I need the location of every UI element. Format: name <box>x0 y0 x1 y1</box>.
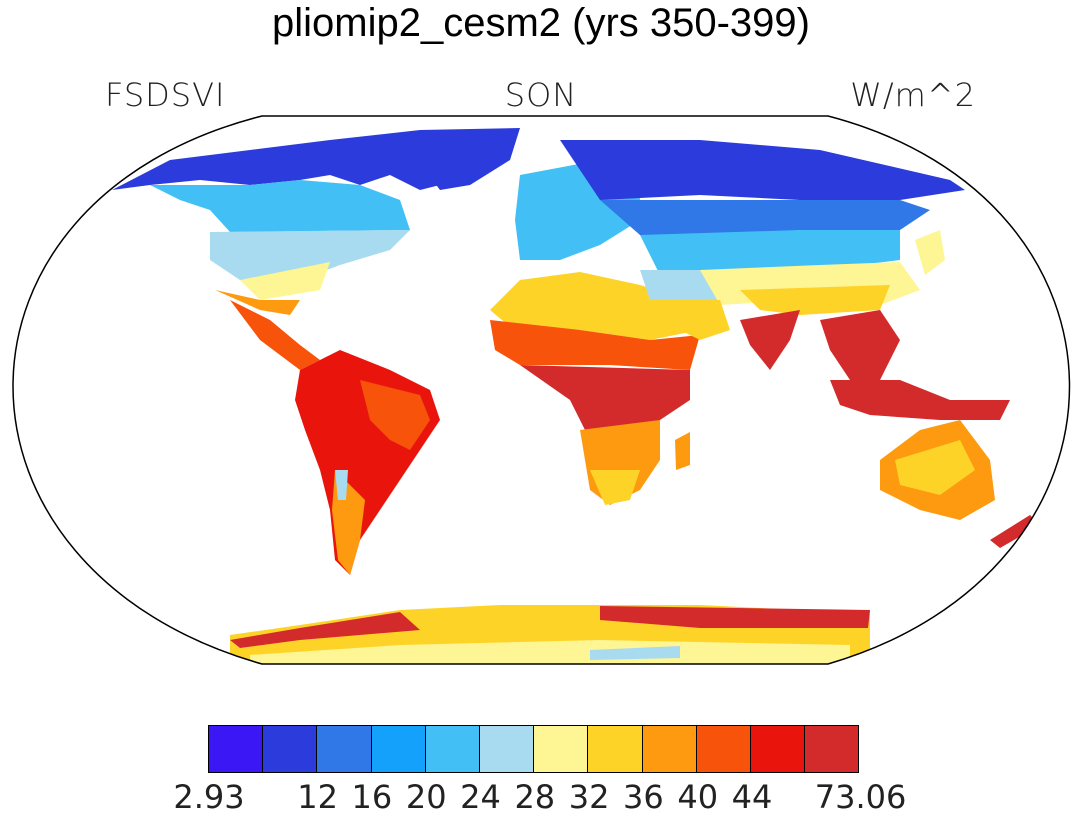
madagascar <box>675 432 690 470</box>
colorbar-swatch <box>588 726 643 772</box>
africa-center <box>520 365 690 440</box>
antarctica-blue-patch <box>590 646 680 660</box>
north-america-south <box>210 230 410 280</box>
map-title: pliomip2_cesm2 (yrs 350-399) <box>271 1 810 45</box>
colorbar-tick-label: 2.93 <box>173 778 245 816</box>
variable-label: FSDSVI <box>105 76 226 114</box>
new-zealand <box>990 515 1040 548</box>
colorbar-tick-label: 20 <box>405 778 447 816</box>
colorbar-swatch <box>805 726 859 772</box>
colorbar-swatch <box>750 726 806 772</box>
north-america-gulf <box>240 262 330 300</box>
colorbar-swatch <box>534 726 589 772</box>
southeast-asia <box>820 310 900 380</box>
colorbar-tick-label: 73.06 <box>814 778 907 816</box>
season-label: SON <box>504 76 578 114</box>
colorbar-tick-label: 16 <box>351 778 393 816</box>
asia-mid <box>640 230 900 275</box>
japan <box>915 230 945 275</box>
north-america-mid <box>150 180 410 232</box>
africa-tip <box>590 470 640 505</box>
units-label: W/m^2 <box>850 76 976 114</box>
greenland <box>420 128 520 190</box>
colorbar-tick-label: 24 <box>460 778 501 816</box>
india <box>740 310 800 370</box>
africa-sahel <box>490 320 700 370</box>
australia-interior <box>895 440 975 495</box>
indonesia <box>830 380 1010 420</box>
colorbar-swatch <box>696 726 751 772</box>
north-america-north <box>112 130 500 190</box>
south-america-east <box>360 380 430 450</box>
colorbar-tick-label: 28 <box>514 778 556 816</box>
colorbar-tick-label: 32 <box>568 778 610 816</box>
land-fields <box>112 128 1040 664</box>
colorbar <box>208 725 860 773</box>
arabia <box>650 300 730 340</box>
colorbar-swatch <box>317 726 372 772</box>
colorbar-tick-label: 44 <box>731 778 773 816</box>
siberia <box>560 140 965 200</box>
colorbar-tick-label: 12 <box>297 778 338 816</box>
colorbar-tick-label: 40 <box>677 778 719 816</box>
colorbar-swatch <box>642 726 697 772</box>
tibet <box>740 285 890 315</box>
central-america <box>230 300 320 370</box>
antarctica-east-coast <box>600 606 870 628</box>
mexico <box>215 290 300 315</box>
andes-strip <box>335 470 348 500</box>
antarctica-plateau <box>250 640 850 664</box>
antarctica-coast <box>230 612 420 648</box>
map-border <box>12 115 1071 665</box>
colorbar-tick-label: 36 <box>623 778 664 816</box>
colorbar-swatch <box>425 726 480 772</box>
colorbar-swatch <box>263 726 318 772</box>
colorbar-swatch <box>479 726 535 772</box>
colorbar-swatch <box>371 726 426 772</box>
colorbar-swatch <box>209 726 264 772</box>
